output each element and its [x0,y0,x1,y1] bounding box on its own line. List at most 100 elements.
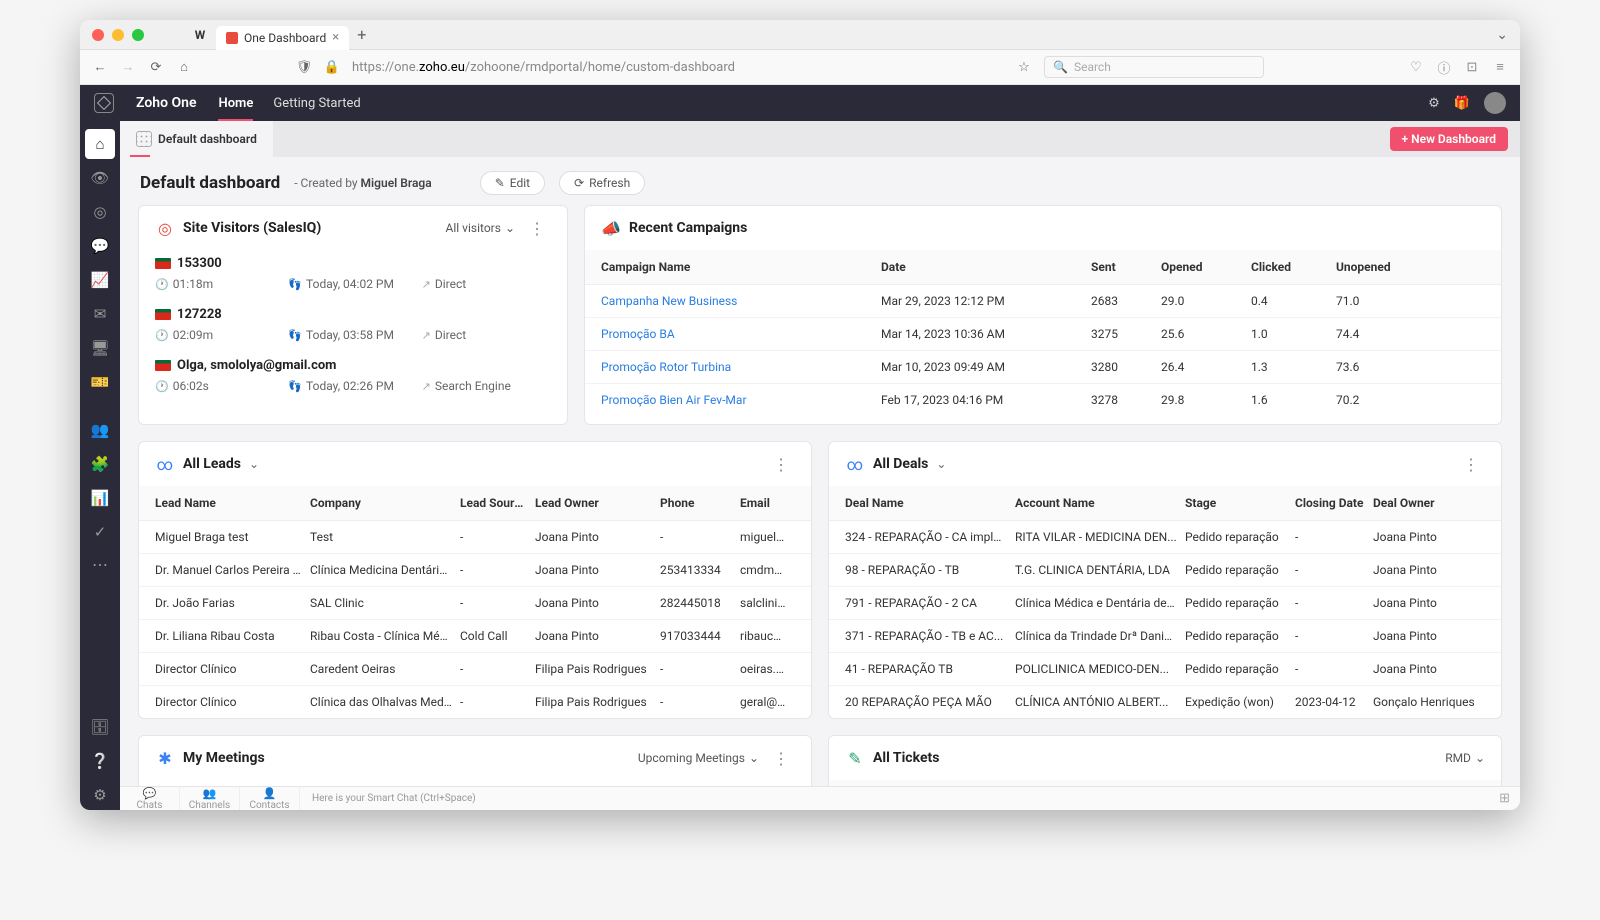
back-icon[interactable]: ← [92,59,108,75]
new-tab-button[interactable]: + [357,25,366,44]
table-row[interactable]: 791 - REPARAÇÃO - 2 CAClínica Médica e D… [829,587,1501,620]
cell: Clínica Médica e Dentária de ... [1015,596,1185,610]
card-more-icon[interactable]: ⋮ [767,455,795,474]
visitor-row[interactable]: 127228 🕐02:09m 👣Today, 03:58 PM ↗Direct [139,301,567,352]
table-row[interactable]: Dr. Liliana Ribau CostaRibau Costa - Clí… [139,620,811,653]
rail-help-icon[interactable]: ❔ [85,746,115,776]
cell: Gonçalo Henriques [1373,695,1485,709]
table-row[interactable]: 41 - REPARAÇÃO TBPOLICLINICA MEDICO-DEN.… [829,653,1501,686]
cell: - [460,563,535,577]
table-row[interactable]: 371 - REPARAÇÃO - TB e AC...Clínica da T… [829,620,1501,653]
rail-screen-icon[interactable]: 🖥 [85,333,115,363]
cell: Ribau Costa - Clínica Médica e... [310,629,460,643]
maximize-window-button[interactable] [132,29,144,41]
cell: 917033444 [660,629,740,643]
column-header: Sent [1091,260,1161,274]
gift-icon[interactable]: 🎁 [1454,96,1470,111]
campaign-link[interactable]: Promoção Rotor Turbina [601,360,731,374]
pocket-icon[interactable]: ♡ [1408,59,1424,75]
cell: Dr. João Farias [155,596,310,610]
table-row[interactable]: Miguel Braga testTest-Joana Pinto-miguel… [139,521,811,554]
cell: Joana Pinto [1373,596,1485,610]
table-row[interactable]: Director ClínicoClínica das Olhalvas Med… [139,686,811,718]
pinned-tab[interactable]: W [184,28,216,42]
nav-getting-started[interactable]: Getting Started [273,96,360,111]
visitors-filter-dropdown[interactable]: All visitors ⌄ [446,221,515,235]
clock-icon: 🕐 [155,329,169,342]
forward-icon[interactable]: → [120,59,136,75]
table-row[interactable]: Promoção Rotor TurbinaMar 10, 2023 09:49… [585,351,1501,384]
table-row[interactable]: 324 - REPARAÇÃO - CA impla...RITA VILAR … [829,521,1501,554]
bb-chats[interactable]: 💬Chats [120,787,180,810]
cell: Mar 14, 2023 10:36 AM [881,327,1091,341]
rail-db-icon[interactable]: 🗄 [85,712,115,742]
smart-chat-hint[interactable]: Here is your Smart Chat (Ctrl+Space) [300,793,488,804]
rail-chart-icon[interactable]: 📊 [85,483,115,513]
close-tab-icon[interactable]: × [332,30,339,45]
url-field[interactable]: https://one.zoho.eu/zohoone/rmdportal/ho… [352,60,872,75]
minimize-window-button[interactable] [112,29,124,41]
table-row[interactable]: 20 REPARAÇÃO PEÇA MÃOCLÍNICA ANTÓNIO ALB… [829,686,1501,718]
rail-home-icon[interactable]: ⌂ [85,129,115,159]
card-more-icon[interactable]: ⋮ [767,749,795,768]
rail-eye-icon[interactable]: 👁 [85,163,115,193]
footsteps-icon: 👣 [288,278,302,291]
table-row[interactable]: Dr. Manuel Carlos Pereira Ma...Clínica M… [139,554,811,587]
cell: Clínica Medicina Dentária Do... [310,563,460,577]
edit-button[interactable]: ✎ Edit [480,171,545,195]
visitor-row[interactable]: 153300 🕐01:18m 👣Today, 04:02 PM ↗Direct [139,250,567,301]
browser-search-input[interactable]: 🔍 Search [1044,56,1264,78]
tickets-filter-dropdown[interactable]: RMD ⌄ [1445,751,1485,765]
campaign-link[interactable]: Promoção Bien Air Fev-Mar [601,393,747,407]
meetings-filter-dropdown[interactable]: Upcoming Meetings ⌄ [638,751,759,765]
bb-cube-icon[interactable]: ⊞ [1499,791,1520,806]
cell: - [660,662,740,676]
nav-home[interactable]: Home [218,96,253,111]
chevron-down-icon[interactable]: ⌄ [249,457,259,471]
rail-gear-icon[interactable]: ⚙ [85,780,115,810]
reload-icon[interactable]: ⟳ [148,59,164,75]
rail-message-icon[interactable]: ✉ [85,299,115,329]
new-dashboard-button[interactable]: + New Dashboard [1390,127,1508,151]
refresh-button[interactable]: ⟳ Refresh [559,171,645,195]
browser-tab[interactable]: One Dashboard × [216,26,349,50]
bookmark-star-icon[interactable]: ☆ [1016,59,1032,75]
cell: - [660,695,740,709]
rail-more-icon[interactable]: ⋯ [92,555,108,574]
rail-check-icon[interactable]: ✓ [85,517,115,547]
home-icon[interactable]: ⌂ [176,59,192,75]
rail-chat-icon[interactable]: 💬 [85,231,115,261]
rail-people-icon[interactable]: 👥 [85,415,115,445]
rail-target-icon[interactable]: ◎ [85,197,115,227]
rail-report-icon[interactable]: 📈 [85,265,115,295]
chevron-down-icon[interactable]: ⌄ [936,457,946,471]
bb-contacts[interactable]: 👤Contacts [240,787,300,810]
campaign-link[interactable]: Campanha New Business [601,294,737,308]
app-logo[interactable] [94,93,114,113]
tab-default-dashboard[interactable]: Default dashboard [120,121,273,157]
cell: 253413334 [660,563,740,577]
extensions-icon[interactable]: ⊡ [1464,59,1480,75]
table-row[interactable]: Promoção BAMar 14, 2023 10:36 AM327525.6… [585,318,1501,351]
table-row[interactable]: Dr. João FariasSAL Clinic-Joana Pinto282… [139,587,811,620]
cell: Director Clínico [155,662,310,676]
shield-icon[interactable]: 🛡 [296,59,312,75]
visitor-row[interactable]: Olga, smololya@gmail.com 🕐06:02s 👣Today,… [139,352,567,403]
table-row[interactable]: Director ClínicoCaredent Oeiras-Filipa P… [139,653,811,686]
table-row[interactable]: 98 - REPARAÇÃO - TBT.G. CLINICA DENTÁRIA… [829,554,1501,587]
rail-ticket-icon[interactable]: 🎫 [85,367,115,397]
bb-channels[interactable]: 👥Channels [180,787,240,810]
rail-puzzle-icon[interactable]: 🧩 [85,449,115,479]
card-more-icon[interactable]: ⋮ [1457,455,1485,474]
cell: oeiras.rececao@care [740,662,795,676]
card-more-icon[interactable]: ⋮ [523,219,551,238]
account-icon[interactable]: ⓘ [1436,59,1452,75]
table-row[interactable]: Promoção Bien Air Fev-MarFeb 17, 2023 04… [585,384,1501,416]
table-row[interactable]: Campanha New BusinessMar 29, 2023 12:12 … [585,285,1501,318]
menu-icon[interactable]: ≡ [1492,59,1508,75]
tabbar-overflow-icon[interactable]: ⌄ [1496,27,1508,43]
avatar[interactable] [1484,92,1506,114]
settings-icon[interactable]: ⚙ [1428,96,1440,111]
close-window-button[interactable] [92,29,104,41]
campaign-link[interactable]: Promoção BA [601,327,675,341]
